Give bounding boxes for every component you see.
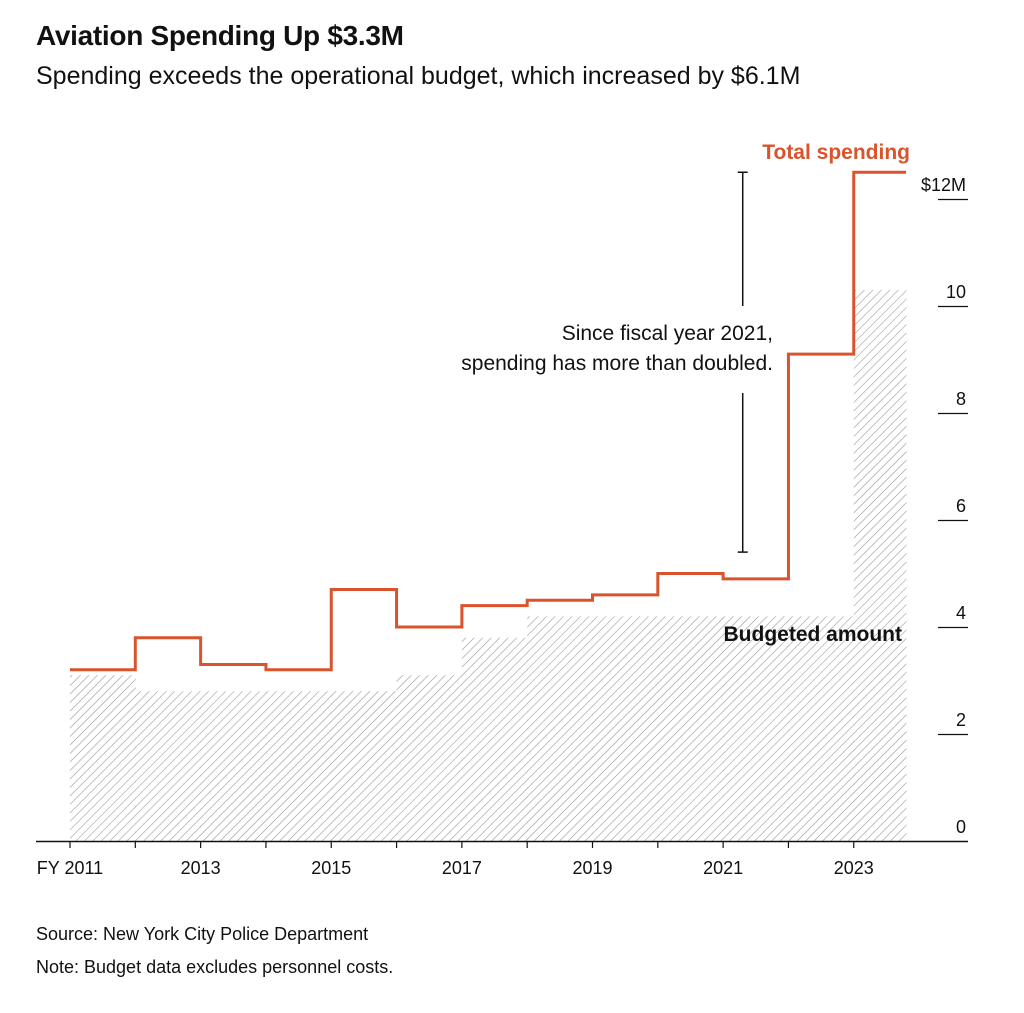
budget-bar: [331, 691, 398, 841]
budget-bar: [135, 691, 202, 841]
budget-bar: [592, 616, 659, 841]
budget-bar: [70, 675, 136, 841]
budget-bar: [200, 691, 267, 841]
y-tick-label: 6: [956, 496, 966, 516]
budget-bar: [723, 616, 789, 841]
x-tick-label: FY 2011: [37, 858, 103, 878]
x-tick-label: 2017: [442, 858, 482, 878]
budget-bar: [461, 637, 528, 841]
spending-line: [70, 170, 906, 672]
budget-bar: [788, 616, 855, 841]
budget-bar: [527, 616, 593, 841]
y-tick-label: 10: [946, 282, 966, 302]
annotation-text-line: Since fiscal year 2021,: [562, 322, 773, 345]
x-tick-label: 2015: [311, 858, 351, 878]
y-tick-label: 4: [956, 603, 966, 623]
spending-series-label: Total spending: [762, 141, 910, 164]
x-tick-label: 2013: [181, 858, 221, 878]
budget-bar: [853, 289, 907, 841]
y-tick-label: 8: [956, 389, 966, 409]
y-tick-label: $12M: [921, 175, 966, 195]
budget-note: Note: Budget data excludes personnel cos…: [36, 957, 394, 977]
annotation-text-line: spending has more than doubled.: [461, 352, 773, 375]
x-tick-label: 2021: [703, 858, 743, 878]
budget-series-label: Budgeted amount: [724, 623, 903, 646]
chart-subtitle: Spending exceeds the operational budget,…: [36, 62, 801, 90]
source-note: Source: New York City Police Department: [36, 924, 369, 944]
budget-bar: [265, 691, 332, 841]
chart-title: Aviation Spending Up $3.3M: [36, 20, 404, 51]
budget-bar: [657, 616, 724, 841]
x-tick-label: 2019: [572, 858, 612, 878]
x-tick-label: 2023: [834, 858, 874, 878]
budget-bar: [396, 675, 463, 841]
y-tick-label: 0: [956, 817, 966, 837]
y-tick-label: 2: [956, 710, 966, 730]
